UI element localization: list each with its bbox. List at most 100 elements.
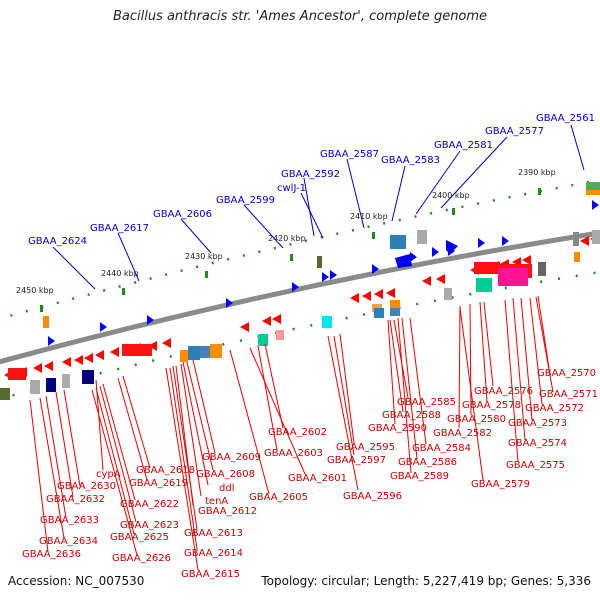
gene-label-bottom[interactable]: GBAA_2578 [462, 400, 521, 411]
bottom-leader-line [117, 377, 148, 481]
gene-reverse-arrow [436, 274, 445, 284]
bottom-leader-line [99, 385, 137, 523]
gene-label-bottom[interactable]: GBAA_2580 [447, 414, 506, 425]
bottom-leader-line [479, 301, 488, 403]
gene-forward-arrow [432, 247, 439, 257]
gene-forward-arrow [372, 264, 379, 274]
ruler-label: 2390 kbp [518, 168, 556, 177]
gene-label-bottom[interactable]: GBAA_2614 [184, 548, 243, 559]
gene-domain-box [390, 300, 400, 310]
gene-label-bottom[interactable]: cypA [96, 469, 121, 480]
gene-label-bottom[interactable]: GBAA_2634 [39, 536, 98, 547]
gene-label-bottom[interactable]: GBAA_2630 [57, 481, 116, 492]
gene-domain-box [322, 316, 332, 328]
gene-domain-box [30, 380, 40, 394]
bottom-leader-line [459, 307, 484, 481]
gene-reverse-arrow [74, 355, 83, 365]
gene-label-top[interactable]: GBAA_2583 [381, 155, 440, 166]
genome-summary-text: Topology: circular; Length: 5,227,419 bp… [261, 574, 591, 588]
gene-label-bottom[interactable]: GBAA_2603 [264, 448, 323, 459]
ruler-tick [452, 208, 455, 215]
ruler-label: 2420 kbp [268, 234, 306, 243]
gene-label-bottom[interactable]: GBAA_2608 [196, 469, 255, 480]
gene-domain-box [586, 190, 600, 195]
bottom-leader-line [95, 379, 104, 471]
gene-label-bottom[interactable]: GBAA_2596 [343, 491, 402, 502]
gene-label-bottom[interactable]: GBAA_2574 [508, 438, 567, 449]
gene-label-bottom[interactable]: GBAA_2609 [202, 452, 261, 463]
gene-label-top[interactable]: GBAA_2617 [90, 223, 149, 234]
gene-label-bottom[interactable]: GBAA_2597 [327, 455, 386, 466]
gene-reverse-arrow [272, 314, 281, 324]
gene-label-bottom[interactable]: GBAA_2625 [110, 532, 169, 543]
gene-label-bottom[interactable]: GBAA_2633 [40, 515, 99, 526]
gene-label-bottom[interactable]: GBAA_2605 [249, 492, 308, 503]
bottom-leader-line [186, 361, 214, 471]
ruler-tick [205, 271, 208, 278]
gene-label-bottom[interactable]: tenA [205, 496, 228, 507]
gene-label-bottom[interactable]: GBAA_2613 [184, 528, 243, 539]
gene-label-bottom[interactable]: GBAA_2576 [474, 386, 533, 397]
gene-label-bottom[interactable]: GBAA_2590 [368, 423, 427, 434]
gene-forward-arrow [292, 282, 299, 292]
gene-label-bottom[interactable]: GBAA_2572 [525, 403, 584, 414]
gene-label-bottom[interactable]: GBAA_2615 [181, 569, 240, 580]
gene-label-bottom[interactable]: GBAA_2612 [198, 506, 257, 517]
bottom-leader-line [389, 319, 404, 413]
gene-label-bottom[interactable]: GBAA_2602 [268, 427, 327, 438]
ruler-tick [290, 254, 293, 261]
gene-forward-arrow [410, 252, 417, 262]
gene-label-bottom[interactable]: GBAA_2570 [537, 368, 596, 379]
bottom-leader-line [333, 335, 355, 456]
gene-label-bottom[interactable]: GBAA_2632 [46, 494, 105, 505]
gene-label-bottom[interactable]: GBAA_2584 [412, 443, 471, 454]
bottom-leader-line [257, 345, 278, 451]
gene-label-bottom[interactable]: GBAA_2575 [506, 460, 565, 471]
bottom-leader-line [483, 301, 494, 387]
gene-label-bottom[interactable]: GBAA_2571 [539, 389, 598, 400]
gene-label-bottom[interactable]: GBAA_2586 [398, 457, 457, 468]
gene-reverse-arrow [522, 255, 531, 265]
bottom-leader-line [29, 399, 49, 553]
gene-domain-box [180, 350, 188, 362]
gene-label-bottom[interactable]: GBAA_2623 [120, 520, 179, 531]
gene-label-bottom[interactable]: GBAA_2595 [336, 442, 395, 453]
gene-label-bottom[interactable]: GBAA_2618 [136, 465, 195, 476]
gene-label-top[interactable]: GBAA_2581 [434, 140, 493, 151]
gene-domain-box [200, 346, 210, 358]
gene-label-bottom[interactable]: ddl [219, 483, 234, 494]
gene-label-top[interactable]: GBAA_2587 [320, 149, 379, 160]
gene-reverse-arrow [422, 276, 431, 286]
gene-label-top[interactable]: GBAA_2592 [281, 169, 340, 180]
bottom-leader-line [458, 305, 461, 429]
gene-label-top[interactable]: GBAA_2577 [485, 126, 544, 137]
gene-labels: GBAA_2561GBAA_2577GBAA_2581GBAA_2583GBAA… [22, 113, 598, 580]
gene-label-bottom[interactable]: GBAA_2622 [120, 499, 179, 510]
ruler-tick [122, 288, 125, 295]
gene-label-bottom[interactable]: GBAA_2626 [112, 553, 171, 564]
gene-label-top[interactable]: GBAA_2599 [216, 195, 275, 206]
gene-forward-block [446, 240, 458, 254]
gene-label-bottom[interactable]: GBAA_2619 [129, 478, 188, 489]
gene-label-bottom[interactable]: GBAA_2589 [390, 471, 449, 482]
gene-domain-box [258, 334, 268, 346]
gene-label-bottom[interactable]: GBAA_2582 [433, 428, 492, 439]
gene-label-top[interactable]: cwlJ-1 [277, 183, 306, 194]
bottom-leader-line [535, 296, 554, 393]
gene-label-top[interactable]: GBAA_2606 [153, 209, 212, 220]
gene-label-bottom[interactable]: GBAA_2588 [382, 410, 441, 421]
gene-label-bottom[interactable]: GBAA_2601 [288, 473, 347, 484]
gene-label-bottom[interactable]: GBAA_2585 [397, 397, 456, 408]
gene-label-bottom[interactable]: GBAA_2579 [471, 479, 530, 490]
gene-label-bottom[interactable]: GBAA_2573 [508, 418, 567, 429]
gene-label-top[interactable]: GBAA_2624 [28, 236, 87, 247]
gene-reverse-arrow [110, 347, 119, 357]
top-leader-line [570, 124, 585, 171]
top-leader-line [243, 204, 284, 249]
gene-forward-block [395, 254, 412, 268]
gene-label-top[interactable]: GBAA_2561 [536, 113, 595, 124]
gene-reverse-arrow [580, 236, 589, 246]
gene-label-bottom[interactable]: GBAA_2636 [22, 549, 81, 560]
top-leader-line [303, 177, 315, 237]
